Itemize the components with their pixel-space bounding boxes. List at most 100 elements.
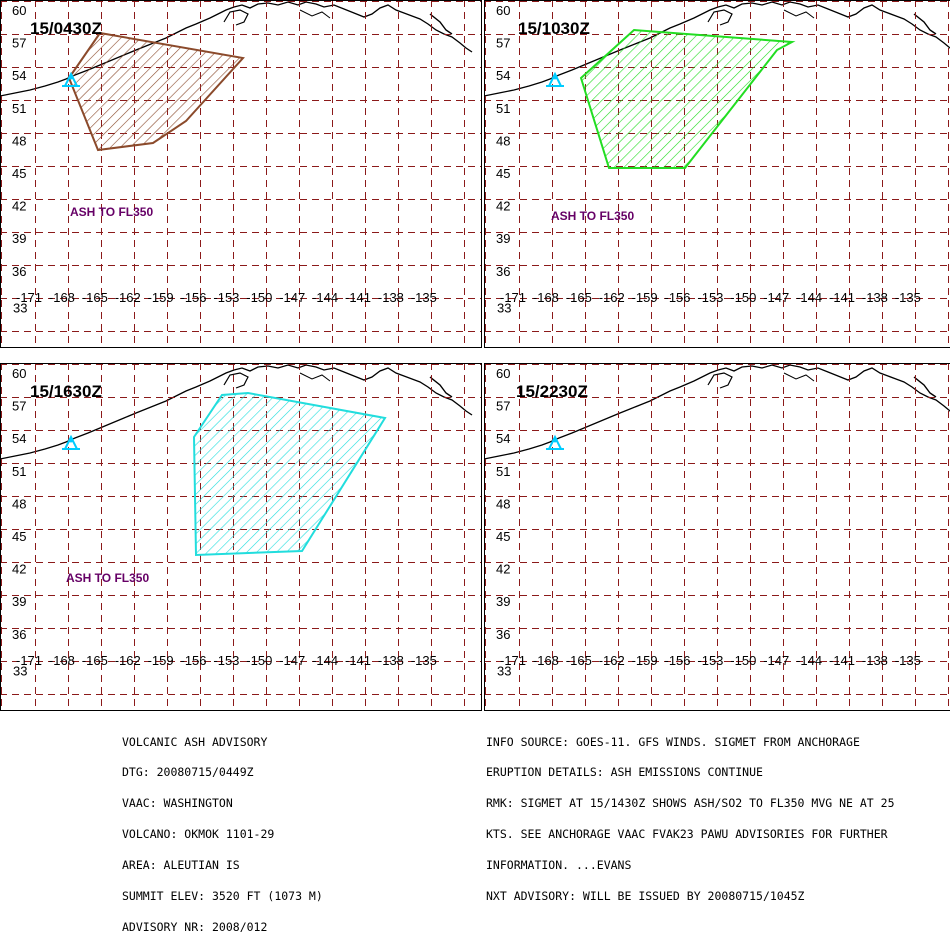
ash-level-label: ASH TO FL350 bbox=[551, 209, 634, 223]
lon-label: -135 bbox=[411, 653, 437, 668]
coastline-fjord bbox=[430, 14, 452, 34]
lon-label: -150 bbox=[730, 290, 756, 305]
lon-label: -144 bbox=[312, 290, 338, 305]
panel-time-title: 15/1630Z bbox=[30, 382, 102, 401]
lat-label: 42 bbox=[496, 199, 510, 214]
lat-label: 36 bbox=[496, 627, 510, 642]
coastline-fjord bbox=[430, 377, 452, 397]
lon-label: -147 bbox=[763, 290, 789, 305]
map-svg: 60575451484542393633-171-168-165-162-159… bbox=[484, 0, 950, 348]
lon-label: -138 bbox=[862, 653, 888, 668]
lat-label: 36 bbox=[12, 264, 26, 279]
lat-label: 48 bbox=[496, 133, 510, 148]
lat-label: 48 bbox=[12, 496, 26, 511]
lon-label: -144 bbox=[796, 290, 822, 305]
lon-label: -141 bbox=[345, 290, 371, 305]
lon-label: -147 bbox=[279, 290, 305, 305]
lon-label: -156 bbox=[665, 653, 691, 668]
lat-label: 45 bbox=[12, 166, 26, 181]
panel-time-title: 15/1030Z bbox=[518, 19, 590, 38]
ash-level-label: ASH TO FL350 bbox=[70, 205, 153, 219]
lon-label: -153 bbox=[213, 653, 239, 668]
lon-label: -165 bbox=[82, 653, 108, 668]
lat-label: 48 bbox=[496, 496, 510, 511]
coastline-island bbox=[224, 373, 248, 388]
lon-label: -159 bbox=[632, 653, 658, 668]
lat-label: 51 bbox=[496, 464, 510, 479]
lat-label: 57 bbox=[12, 399, 26, 414]
advisory-line: SUMMIT ELEV: 3520 FT (1073 M) bbox=[122, 891, 323, 901]
lat-label: 60 bbox=[496, 366, 510, 381]
lat-label: 57 bbox=[12, 36, 26, 51]
coastline-island bbox=[708, 373, 732, 388]
map-svg: 60575451484542393633-171-168-165-162-159… bbox=[484, 363, 950, 711]
lat-label: 54 bbox=[496, 68, 510, 83]
lon-label: -162 bbox=[599, 290, 625, 305]
advisory-line: AREA: ALEUTIAN IS bbox=[122, 860, 323, 870]
lat-label: 45 bbox=[12, 529, 26, 544]
lon-label: -165 bbox=[566, 290, 592, 305]
lat-label: 36 bbox=[12, 627, 26, 642]
lat-label: 57 bbox=[496, 399, 510, 414]
lat-label: 54 bbox=[496, 431, 510, 446]
ash-cloud-polygon bbox=[194, 393, 385, 555]
lon-label: -147 bbox=[763, 653, 789, 668]
lon-label: -159 bbox=[148, 290, 174, 305]
coastline-island bbox=[300, 373, 330, 381]
lon-label: -144 bbox=[796, 653, 822, 668]
lat-label: 39 bbox=[12, 231, 26, 246]
advisory-line: KTS. SEE ANCHORAGE VAAC FVAK23 PAWU ADVI… bbox=[486, 829, 895, 839]
coastline-fjord bbox=[914, 377, 936, 397]
lon-label: -153 bbox=[697, 653, 723, 668]
lat-label: 54 bbox=[12, 431, 26, 446]
lon-label: -135 bbox=[895, 653, 921, 668]
lon-label: -156 bbox=[181, 653, 207, 668]
lon-label: -153 bbox=[697, 290, 723, 305]
lon-label: -144 bbox=[312, 653, 338, 668]
ash-cloud-polygon bbox=[581, 30, 792, 168]
lon-label: -165 bbox=[566, 653, 592, 668]
lon-label: -171 bbox=[500, 653, 526, 668]
advisory-right-text: INFO SOURCE: GOES-11. GFS WINDS. SIGMET … bbox=[486, 716, 895, 912]
lon-label: -141 bbox=[829, 653, 855, 668]
lat-label: 39 bbox=[12, 594, 26, 609]
lon-label: -150 bbox=[246, 290, 272, 305]
coastline-island bbox=[708, 10, 732, 25]
advisory-left-text: VOLCANIC ASH ADVISORY DTG: 20080715/0449… bbox=[122, 716, 323, 943]
lon-label: -168 bbox=[49, 290, 75, 305]
lat-label: 60 bbox=[496, 3, 510, 18]
lat-label: 36 bbox=[496, 264, 510, 279]
lat-label: 57 bbox=[496, 36, 510, 51]
lat-label: 54 bbox=[12, 68, 26, 83]
coastline-island bbox=[300, 10, 330, 18]
lon-label: -162 bbox=[115, 290, 141, 305]
lon-label: -162 bbox=[599, 653, 625, 668]
advisory-line: NXT ADVISORY: WILL BE ISSUED BY 20080715… bbox=[486, 891, 895, 901]
lat-label: 39 bbox=[496, 231, 510, 246]
panel-time-title: 15/2230Z bbox=[516, 382, 588, 401]
lon-label: -171 bbox=[500, 290, 526, 305]
panel-time-title: 15/0430Z bbox=[30, 19, 102, 38]
lat-label: 51 bbox=[12, 464, 26, 479]
lon-label: -138 bbox=[378, 653, 404, 668]
advisory-line: VOLCANO: OKMOK 1101-29 bbox=[122, 829, 323, 839]
lon-label: -147 bbox=[279, 653, 305, 668]
lat-label: 42 bbox=[12, 199, 26, 214]
ash-cloud-polygon bbox=[69, 33, 243, 150]
lon-label: -141 bbox=[345, 653, 371, 668]
lon-label: -168 bbox=[49, 653, 75, 668]
coastline-island bbox=[784, 10, 814, 18]
lon-label: -138 bbox=[378, 290, 404, 305]
lon-label: -159 bbox=[632, 290, 658, 305]
lon-label: -153 bbox=[213, 290, 239, 305]
lon-label: -159 bbox=[148, 653, 174, 668]
lon-label: -150 bbox=[730, 653, 756, 668]
lat-label: 42 bbox=[496, 562, 510, 577]
map-svg: 60575451484542393633-171-168-165-162-159… bbox=[0, 363, 482, 711]
lon-label: -171 bbox=[16, 653, 42, 668]
lon-label: -141 bbox=[829, 290, 855, 305]
